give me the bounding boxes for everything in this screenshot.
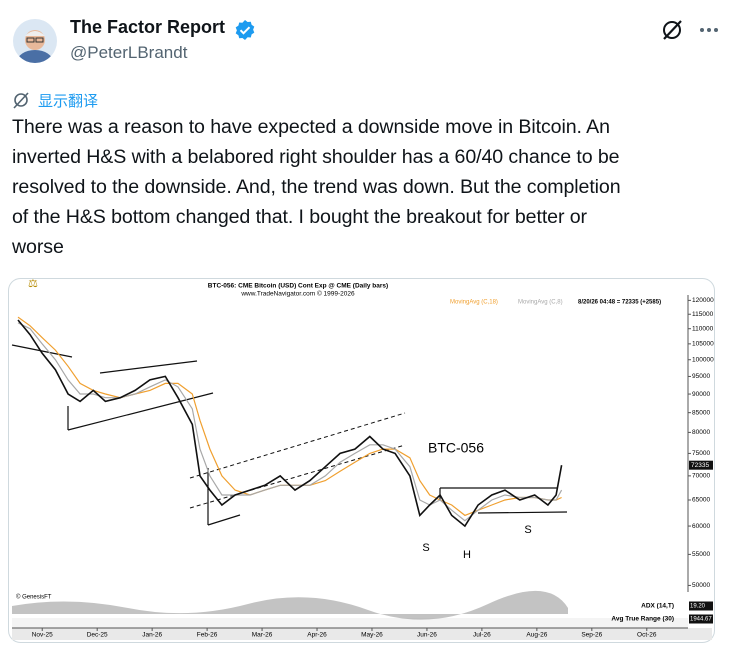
indicator-panel — [12, 618, 688, 628]
price-line — [17, 319, 563, 528]
indicator-value: 19.20 — [690, 604, 706, 610]
y-tick-label: 105000 — [692, 341, 714, 348]
x-tick-label: Jul-26 — [473, 632, 491, 639]
chart-image[interactable]: ⚖ BTC-056: CME Bitcoin (USD) Cont Exp @ … — [8, 278, 715, 643]
x-tick-label: Jan-26 — [142, 632, 162, 639]
more-icon[interactable] — [697, 20, 721, 40]
chart-subtitle: www.TradeNavigator.com © 1999-2026 — [240, 290, 355, 298]
y-tick-label: 90000 — [692, 391, 710, 398]
last-price-box — [689, 460, 713, 470]
annotation: S — [524, 524, 531, 536]
x-tick-label: Nov-25 — [32, 632, 53, 639]
y-tick-label: 55000 — [692, 551, 710, 558]
y-tick-label: 80000 — [692, 429, 710, 436]
legend-entry: MovingAvg (C,8) — [518, 300, 563, 306]
verified-badge — [235, 20, 255, 40]
y-tick-label: 60000 — [692, 523, 710, 530]
image-frame — [8, 278, 715, 643]
grok-icon[interactable] — [660, 18, 684, 42]
x-tick-label: Aug-26 — [526, 632, 547, 639]
trendlines — [11, 344, 568, 526]
annotation: BTC-056 — [428, 440, 484, 456]
indicator-value: 1944.67 — [690, 617, 712, 623]
y-tick-label: 110000 — [692, 325, 714, 332]
translate-link[interactable]: 显示翻译 — [38, 93, 99, 110]
avatar[interactable] — [12, 18, 58, 64]
tweet-line: worse — [12, 236, 64, 258]
x-tick-label: Dec-25 — [87, 632, 108, 639]
indicator-box — [689, 601, 713, 611]
logo: ⚖ — [28, 278, 38, 290]
legend-entry: MovingAvg (C,18) — [450, 300, 498, 306]
y-tick-label: 65000 — [692, 497, 710, 504]
tweet-line: resolved to the downside. And, the trend… — [12, 176, 621, 198]
display-name[interactable]: The Factor Report — [70, 17, 226, 37]
indicator-name: Avg True Range (30) — [611, 616, 674, 623]
annotation: H — [463, 549, 471, 561]
dashed-channel — [189, 412, 406, 509]
handle[interactable]: @PeterLBrandt — [70, 43, 188, 62]
adx-band — [12, 590, 568, 620]
y-tick-label: 100000 — [692, 356, 714, 363]
tweet-line: of the H&S bottom changed that. I bought… — [12, 206, 587, 228]
annotation: S — [422, 542, 429, 554]
tweet-line: inverted H&S with a belabored right shou… — [12, 146, 620, 168]
y-tick-label: 70000 — [692, 473, 710, 480]
chart-info: 8/20/26 04:48 = 72335 (+2585) — [578, 300, 661, 306]
y-tick-label: 85000 — [692, 409, 710, 416]
tweet-line: There was a reason to have expected a do… — [12, 116, 610, 138]
y-tick-label: 50000 — [692, 582, 710, 589]
translate-icon — [13, 92, 29, 109]
indicator-name: ADX (14,T) — [641, 603, 674, 610]
last-price-label: 72335 — [691, 462, 709, 469]
x-tick-label: Oct-26 — [637, 632, 657, 639]
chart-title: BTC-056: CME Bitcoin (USD) Cont Exp @ CM… — [208, 283, 388, 290]
x-tick-label: Jun-26 — [417, 632, 437, 639]
y-tick-label: 120000 — [692, 297, 714, 304]
y-tick-label: 95000 — [692, 373, 710, 380]
copyright: © GenesisFT — [16, 594, 52, 601]
x-tick-label: Mar-26 — [252, 632, 273, 639]
moving-average — [17, 322, 563, 522]
y-tick-label: 115000 — [692, 311, 714, 318]
x-tick-label: May-26 — [361, 632, 383, 639]
x-tick-label: Apr-26 — [307, 632, 327, 639]
indicator-box — [689, 614, 713, 624]
x-tick-label: Sep-26 — [581, 632, 602, 639]
y-tick-label: 75000 — [692, 450, 710, 457]
x-tick-label: Feb-26 — [197, 632, 218, 639]
